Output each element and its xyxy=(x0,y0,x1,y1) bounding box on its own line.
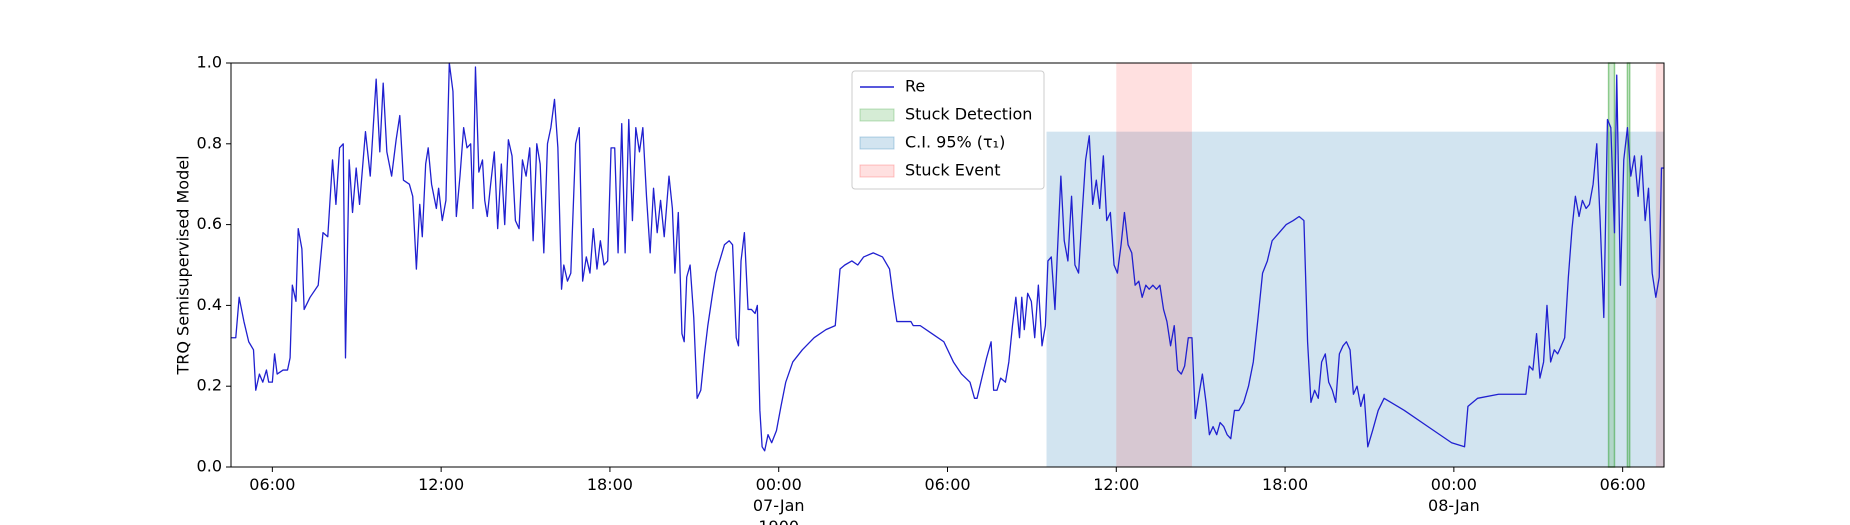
x-tick-label: 12:00 xyxy=(1093,475,1139,494)
x-tick-label: 18:00 xyxy=(587,475,633,494)
span-band xyxy=(1116,63,1192,467)
legend-patch xyxy=(859,136,895,150)
y-tick-label: 0.4 xyxy=(197,295,222,314)
legend-label: Re xyxy=(905,77,925,96)
x-tick-label: 06:00 xyxy=(924,475,970,494)
legend: Re Stuck Detection C.I. 95% (τ₁) Stuck Even… xyxy=(851,70,1045,190)
legend-label: C.I. 95% (τ₁) xyxy=(905,133,1005,152)
span-band xyxy=(1046,131,1664,467)
x-tick-label: 00:00 08-Jan xyxy=(1428,475,1480,515)
legend-patch xyxy=(859,164,895,178)
legend-label: Stuck Event xyxy=(905,161,1001,180)
x-tick-label: 18:00 xyxy=(1262,475,1308,494)
legend-patch xyxy=(859,108,895,122)
data-line xyxy=(231,62,1664,452)
y-tick-label: 0.2 xyxy=(197,376,222,395)
span-band xyxy=(1626,62,1631,468)
legend-frame xyxy=(851,70,1045,190)
legend-label: Stuck Detection xyxy=(905,105,1032,124)
x-tick-label: 06:00 xyxy=(1600,475,1646,494)
y-tick-label: 1.0 xyxy=(197,53,222,72)
y-tick-label: 0.8 xyxy=(197,133,222,152)
x-tick-label: 06:00 xyxy=(249,475,295,494)
y-tick-label: 0.0 xyxy=(197,457,222,476)
y-axis-label: TRQ Semisupervised Model xyxy=(174,155,193,375)
x-tick-label: 12:00 xyxy=(418,475,464,494)
y-tick-label: 0.6 xyxy=(197,214,222,233)
